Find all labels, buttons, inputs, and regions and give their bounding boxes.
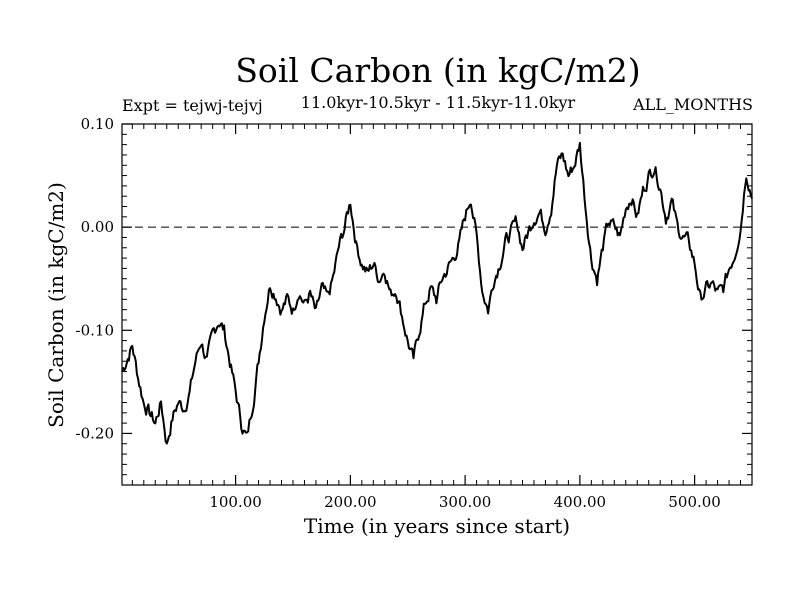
soil-carbon-series-line	[121, 141, 753, 445]
experiment-label: Expt = tejwj-tejvj	[122, 96, 263, 115]
x-tick-label: 500.00	[668, 493, 721, 511]
chart-title: Soil Carbon (in kgC/m2)	[235, 51, 640, 90]
y-tick-label: 0.00	[81, 218, 114, 236]
x-tick-label: 200.00	[324, 493, 377, 511]
y-tick-label: -0.20	[76, 424, 114, 442]
chart-subtitle: 11.0kyr-10.5kyr - 11.5kyr-11.0kyr	[301, 93, 576, 112]
x-tick-label: 300.00	[439, 493, 492, 511]
y-tick-labels: 0.10 0.00 -0.10 -0.20	[76, 115, 114, 442]
x-tick-label: 100.00	[209, 493, 262, 511]
minor-ticks	[122, 124, 752, 486]
plot-frame	[121, 123, 753, 486]
y-tick-label: -0.10	[76, 321, 114, 339]
months-label: ALL_MONTHS	[632, 95, 753, 114]
y-tick-label: 0.10	[81, 115, 114, 133]
x-tick-labels: 100.00 200.00 300.00 400.00 500.00	[209, 493, 721, 511]
y-axis-label: Soil Carbon (in kgC/m2)	[44, 182, 68, 428]
x-tick-label: 400.00	[554, 493, 607, 511]
x-axis-label: Time (in years since start)	[304, 514, 570, 538]
